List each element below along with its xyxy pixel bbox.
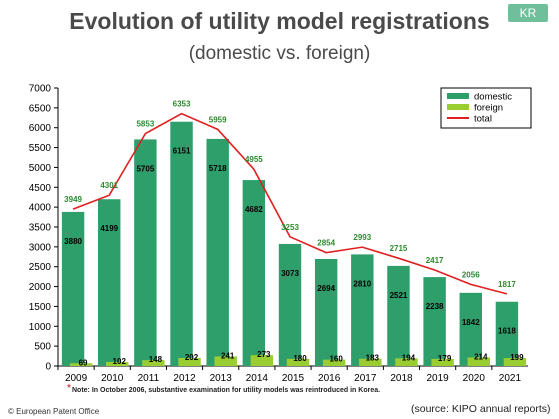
legend-label-domestic: domestic	[474, 92, 512, 103]
y-tick-label: 5000	[29, 163, 52, 174]
domestic-bar	[206, 139, 228, 366]
y-tick-label: 2500	[29, 262, 52, 273]
legend-swatch-domestic	[447, 93, 469, 99]
foreign-data-label: 273	[257, 350, 271, 359]
domestic-bar	[170, 122, 192, 366]
domestic-data-label: 4682	[245, 205, 263, 214]
foreign-data-label: 202	[185, 353, 199, 362]
foreign-data-label: 194	[402, 353, 416, 362]
legend-swatch-foreign	[447, 104, 469, 110]
x-tick-label: 2020	[463, 373, 486, 384]
x-tick-label: 2014	[246, 373, 269, 384]
y-tick-label: 5500	[29, 143, 52, 154]
total-data-label: 1817	[498, 280, 516, 289]
domestic-data-label: 5718	[209, 164, 227, 173]
total-data-label: 6353	[173, 100, 191, 109]
foreign-data-label: 102	[113, 357, 127, 366]
x-tick-label: 2019	[426, 373, 449, 384]
x-tick-label: 2011	[138, 373, 160, 384]
y-tick-label: 3500	[29, 223, 52, 234]
foreign-data-label: 214	[474, 353, 488, 362]
note-star: *	[67, 383, 71, 394]
y-tick-label: 1500	[29, 302, 52, 313]
x-tick-label: 2016	[318, 373, 341, 384]
total-data-label: 5853	[136, 120, 154, 129]
total-data-label: 3949	[64, 195, 82, 204]
foreign-data-label: 199	[510, 353, 524, 362]
total-data-label: 2854	[317, 239, 335, 248]
y-tick-label: 500	[34, 342, 51, 353]
y-tick-label: 4000	[29, 203, 52, 214]
chart-note: Note: In October 2006, substantive exami…	[72, 387, 380, 394]
domestic-data-label: 2521	[390, 291, 408, 300]
domestic-data-label: 1842	[462, 318, 480, 327]
domestic-data-label: 3073	[281, 269, 299, 278]
total-data-label: 4955	[245, 155, 263, 164]
domestic-bar	[315, 259, 337, 366]
domestic-bar	[387, 266, 409, 366]
y-tick-label: 6000	[29, 123, 52, 134]
domestic-data-label: 2810	[353, 279, 371, 288]
domestic-data-label: 4199	[100, 224, 118, 233]
y-tick-label: 7000	[29, 84, 52, 95]
foreign-data-label: 69	[79, 358, 88, 367]
total-data-label: 2993	[353, 233, 371, 242]
total-data-label: 2417	[426, 256, 444, 265]
foreign-data-label: 160	[329, 355, 343, 364]
domestic-bar	[351, 254, 373, 366]
legend-label-foreign: foreign	[474, 103, 503, 114]
source-text: (source: KIPO annual reports)	[411, 403, 550, 415]
domestic-data-label: 1618	[498, 327, 516, 336]
domestic-data-label: 6151	[173, 147, 191, 156]
domestic-data-label: 2238	[426, 302, 444, 311]
foreign-data-label: 241	[221, 351, 235, 360]
y-tick-label: 2000	[29, 282, 52, 293]
x-tick-label: 2018	[390, 373, 413, 384]
x-tick-label: 2012	[173, 373, 196, 384]
total-data-label: 2715	[390, 244, 408, 253]
copyright-text: © European Patent Office	[8, 407, 99, 416]
foreign-data-label: 148	[149, 355, 163, 364]
domestic-data-label: 2694	[317, 284, 335, 293]
y-tick-label: 1000	[29, 322, 52, 333]
domestic-data-label: 5705	[136, 164, 154, 173]
foreign-data-label: 180	[293, 354, 307, 363]
y-tick-label: 3000	[29, 242, 52, 253]
y-tick-label: 0	[45, 362, 51, 373]
domestic-bar	[62, 212, 84, 366]
total-data-label: 2056	[462, 270, 480, 279]
total-data-label: 5959	[209, 115, 227, 124]
y-tick-label: 4500	[29, 183, 52, 194]
legend-label-total: total	[474, 114, 492, 125]
total-data-label: 3253	[281, 223, 299, 232]
foreign-data-label: 179	[438, 354, 452, 363]
y-tick-label: 6500	[29, 103, 52, 114]
domestic-data-label: 3880	[64, 237, 82, 246]
domestic-bar	[423, 277, 445, 366]
total-data-label: 4301	[100, 181, 118, 190]
foreign-data-label: 183	[366, 354, 380, 363]
x-tick-label: 2015	[282, 373, 305, 384]
x-tick-label: 2017	[354, 373, 377, 384]
x-tick-label: 2010	[101, 373, 124, 384]
x-tick-label: 2021	[499, 373, 522, 384]
x-tick-label: 2013	[210, 373, 233, 384]
domestic-bar	[279, 244, 301, 366]
